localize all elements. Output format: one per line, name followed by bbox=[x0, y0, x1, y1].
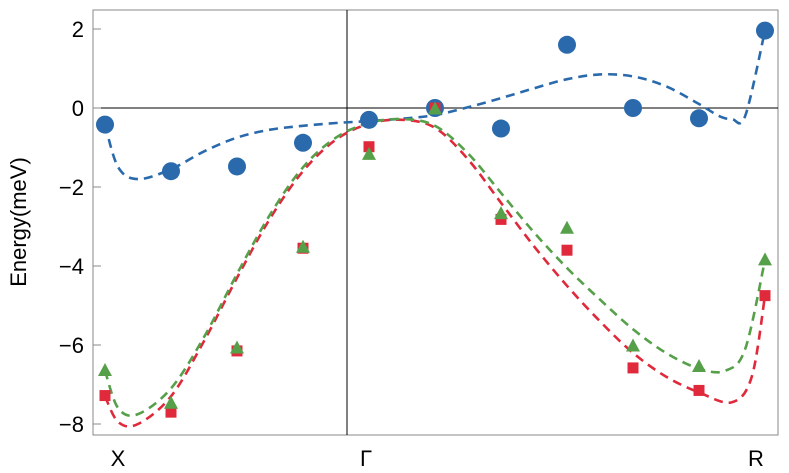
circle-point bbox=[96, 115, 114, 134]
fit-curve-series-2 bbox=[103, 118, 767, 428]
fit-curve-series-1 bbox=[103, 30, 767, 181]
triangle-point bbox=[758, 252, 772, 266]
x-tick-label: X bbox=[111, 446, 126, 471]
circle-point bbox=[624, 99, 642, 117]
triangle-point bbox=[560, 220, 574, 234]
triangle-point bbox=[362, 146, 376, 160]
y-tick-label: −8 bbox=[59, 412, 84, 437]
y-tick-label: −6 bbox=[59, 333, 84, 358]
y-axis-ticks: 2 0 −2 −4 −6 −8 bbox=[59, 17, 101, 437]
square-point bbox=[627, 362, 639, 374]
fit-curve-series-3 bbox=[103, 117, 767, 417]
circle-point bbox=[492, 119, 510, 138]
y-tick-label: 2 bbox=[72, 17, 84, 42]
circle-point bbox=[162, 162, 180, 181]
triangle-point bbox=[98, 362, 112, 376]
triangle-point bbox=[692, 359, 706, 373]
square-point bbox=[495, 213, 507, 225]
y-tick-label: −2 bbox=[59, 175, 84, 200]
circle-point bbox=[756, 21, 774, 40]
square-point bbox=[165, 406, 177, 418]
y-axis-title: Energy(meV) bbox=[6, 157, 31, 287]
square-point bbox=[693, 384, 705, 396]
circle-point bbox=[294, 133, 312, 152]
triangle-point bbox=[428, 101, 442, 115]
circle-point bbox=[360, 110, 378, 129]
square-point bbox=[363, 141, 375, 153]
circle-point bbox=[558, 35, 576, 54]
triangle-point bbox=[626, 338, 640, 352]
square-point bbox=[99, 390, 111, 402]
triangle-point bbox=[230, 340, 244, 354]
triangle-point bbox=[296, 239, 310, 253]
circle-point bbox=[690, 109, 708, 128]
triangle-point bbox=[164, 395, 178, 409]
data-markers bbox=[96, 21, 774, 418]
circle-point bbox=[228, 157, 246, 176]
fit-curves bbox=[103, 30, 767, 428]
plot-frame bbox=[92, 9, 779, 436]
square-point bbox=[759, 290, 771, 302]
triangle-point bbox=[494, 206, 508, 220]
x-tick-label: R bbox=[748, 446, 764, 471]
x-tick-label: Γ bbox=[360, 446, 372, 471]
square-point bbox=[561, 244, 573, 256]
y-tick-label: 0 bbox=[72, 96, 84, 121]
y-tick-label: −4 bbox=[59, 254, 84, 279]
